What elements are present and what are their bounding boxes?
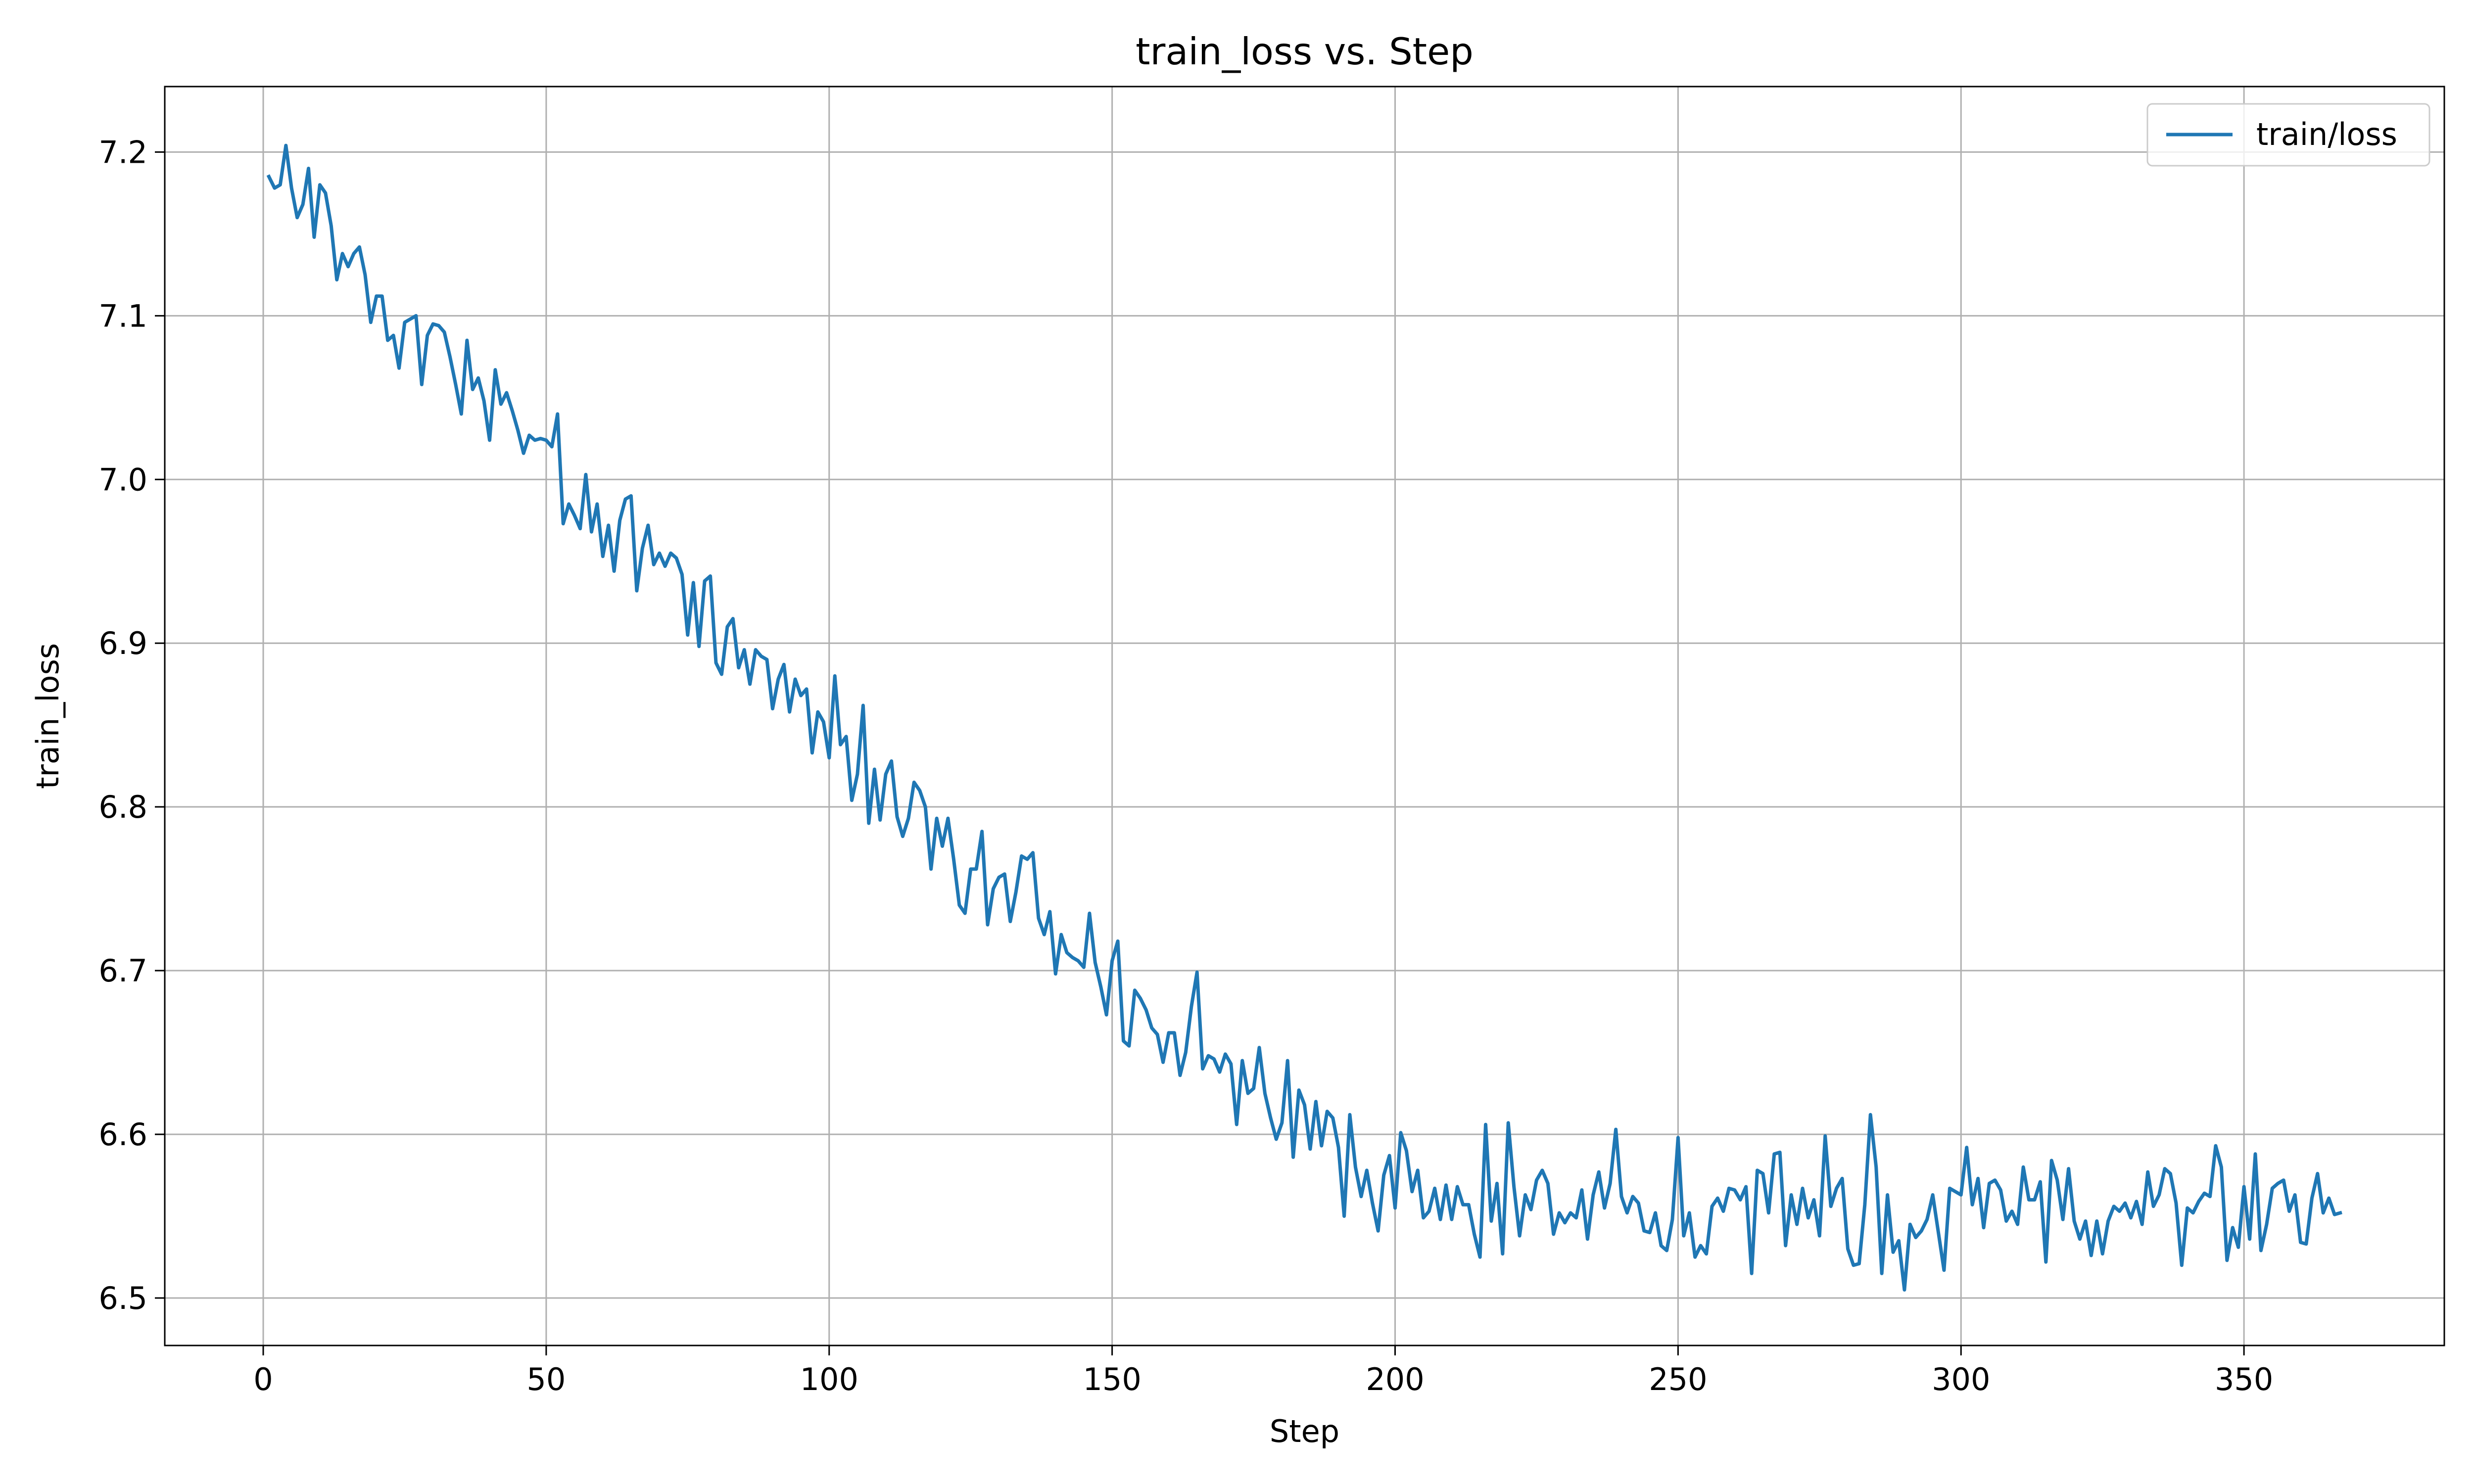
x-tick-label: 50 xyxy=(526,1361,566,1397)
y-tick-label: 6.9 xyxy=(98,625,147,661)
grid-lines xyxy=(165,87,2444,1345)
series-line-train-loss xyxy=(266,143,2342,1292)
x-tick-label: 100 xyxy=(800,1361,858,1397)
legend: train/loss xyxy=(2146,103,2430,167)
series-layer xyxy=(266,143,2342,1292)
legend-box xyxy=(2146,103,2430,167)
x-tick-label: 0 xyxy=(253,1361,273,1397)
y-tick-label: 6.6 xyxy=(98,1116,147,1153)
x-tick-label: 350 xyxy=(2215,1361,2273,1397)
x-tick-label: 300 xyxy=(1932,1361,1990,1397)
y-tick-label: 7.1 xyxy=(98,298,147,334)
axis-ticks: 0 50 100 150 200 250 300 350 6.5 6.6 6.7 6.8 6.9 7.0 7… xyxy=(98,134,2273,1397)
chart-title: train_loss vs. Step xyxy=(1136,30,1474,73)
y-tick-label: 7.2 xyxy=(98,134,147,170)
y-axis-label: train_loss xyxy=(30,643,66,789)
legend-label-train-loss: train/loss xyxy=(2256,116,2397,152)
y-tick-label: 7.0 xyxy=(98,462,147,498)
y-tick-label: 6.8 xyxy=(98,789,147,825)
x-tick-label: 250 xyxy=(1649,1361,1707,1397)
y-tick-label: 6.5 xyxy=(98,1280,147,1316)
x-tick-label: 150 xyxy=(1083,1361,1141,1397)
x-axis-label: Step xyxy=(1270,1413,1339,1449)
x-tick-label: 200 xyxy=(1366,1361,1424,1397)
plot-area-frame xyxy=(164,86,2445,1346)
y-tick-label: 6.7 xyxy=(98,953,147,989)
